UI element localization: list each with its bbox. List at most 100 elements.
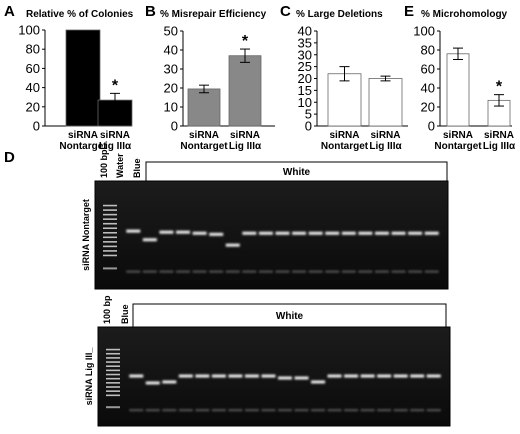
chart-panel-a: A Relative % of Colonies 0 20 40 60 80 100 siRNA…: [4, 3, 134, 152]
chart-panel-e: E % Microhomology 0 20 40 60 80 100 siRNANontarg…: [404, 3, 516, 152]
y-tick-label: 5: [305, 107, 312, 122]
lane-label: Water: [115, 153, 125, 178]
y-tick-label: 15: [298, 83, 312, 98]
primer-band: [374, 270, 389, 273]
primer-band: [410, 409, 425, 412]
primer-band: [242, 270, 257, 273]
gel-band: [145, 381, 160, 385]
ladder-band: [103, 204, 117, 207]
category-label: Nontarget: [321, 141, 369, 152]
ladder-band: [106, 361, 120, 363]
category-label: siRNA: [329, 130, 359, 141]
gel-band: [408, 231, 423, 235]
y-tick-label: 0: [171, 119, 178, 134]
primer-band: [192, 270, 207, 273]
gel-band: [129, 374, 144, 378]
ladder-band: [103, 227, 117, 230]
gel-band: [377, 374, 392, 378]
ladder-band: [106, 369, 120, 372]
bar: [187, 88, 221, 127]
category-label: Nontarget: [434, 141, 482, 152]
y-tick-label: 10: [298, 95, 312, 110]
category-label: Lig IIIα: [229, 141, 262, 152]
bar: [327, 73, 362, 127]
ladder-band: [103, 267, 117, 270]
y-tick-label: 60: [421, 62, 435, 77]
ladder-band: [103, 231, 117, 234]
gel-band: [126, 229, 141, 233]
gel-side-label: siRNA Nontarget: [81, 199, 91, 271]
lane-group-box: [132, 303, 447, 328]
gel-band: [426, 374, 441, 378]
category-label: siRNA: [484, 130, 514, 141]
y-tick-label: 0: [428, 119, 435, 134]
ladder-band: [103, 250, 117, 252]
y-tick-label: 80: [421, 43, 435, 58]
category-label: siRNA: [100, 130, 130, 141]
chart-title: % Microhomology: [421, 9, 508, 20]
y-tick-label: 10: [164, 100, 178, 115]
gel-band: [325, 231, 340, 235]
primer-band: [360, 409, 375, 412]
category-label: siRNA: [230, 130, 260, 141]
gel-band: [178, 374, 193, 378]
ladder-band: [103, 218, 117, 220]
primer-band: [261, 409, 276, 412]
significance-mark: *: [496, 79, 503, 96]
panel-letter: D: [4, 149, 15, 166]
panel-letter: E: [404, 3, 414, 20]
y-tick-label: 20: [298, 71, 312, 86]
ladder-band: [106, 406, 120, 409]
gel-band: [159, 230, 174, 234]
gel-band: [209, 232, 224, 236]
gel-band: [176, 230, 191, 234]
category-label: Lig IIIα: [99, 141, 132, 152]
gel-image: [94, 180, 449, 290]
lane-label: 100 bp: [102, 295, 112, 324]
primer-band: [393, 409, 408, 412]
ladder-band: [103, 245, 117, 248]
primer-band: [426, 409, 441, 412]
ladder-band: [103, 213, 117, 216]
ladder-band: [106, 348, 120, 351]
gel-band: [261, 374, 276, 378]
gel-bottom: siRNA Lig III_ 100 bp Blue White: [84, 295, 451, 427]
primer-band: [391, 270, 406, 273]
gel-band: [162, 380, 177, 384]
primer-band: [424, 270, 439, 273]
gel-band: [275, 231, 290, 235]
primer-band: [129, 409, 144, 412]
primer-band: [142, 270, 157, 273]
primer-band: [145, 409, 160, 412]
primer-band: [228, 409, 243, 412]
gel-band: [244, 374, 259, 378]
y-tick-label: 40: [26, 80, 40, 95]
bar: [65, 29, 101, 127]
gel-band: [292, 231, 307, 235]
primer-band: [325, 270, 340, 273]
primer-band: [178, 409, 193, 412]
y-tick-label: 25: [298, 59, 312, 74]
gel-band: [142, 238, 157, 242]
category-label: siRNA: [370, 130, 400, 141]
y-tick-label: 0: [305, 119, 312, 134]
primer-band: [209, 270, 224, 273]
gel-band: [424, 231, 439, 235]
gel-band: [327, 374, 342, 378]
y-tick-label: 35: [298, 35, 312, 50]
chart-title: Relative % of Colonies: [26, 9, 134, 20]
lane-group-box: [145, 161, 448, 182]
gel-side-label: siRNA Lig III_: [84, 347, 94, 406]
y-tick-label: 0: [33, 119, 40, 134]
y-tick-label: 40: [164, 43, 178, 58]
primer-band: [341, 270, 356, 273]
y-tick-label: 30: [164, 62, 178, 77]
bar: [368, 78, 403, 127]
primer-band: [408, 270, 423, 273]
gel-band: [341, 231, 356, 235]
lane-label: Blue: [132, 158, 142, 178]
ladder-band: [103, 222, 117, 225]
category-label: Lig IIIα: [369, 141, 402, 152]
y-tick-label: 30: [298, 47, 312, 62]
